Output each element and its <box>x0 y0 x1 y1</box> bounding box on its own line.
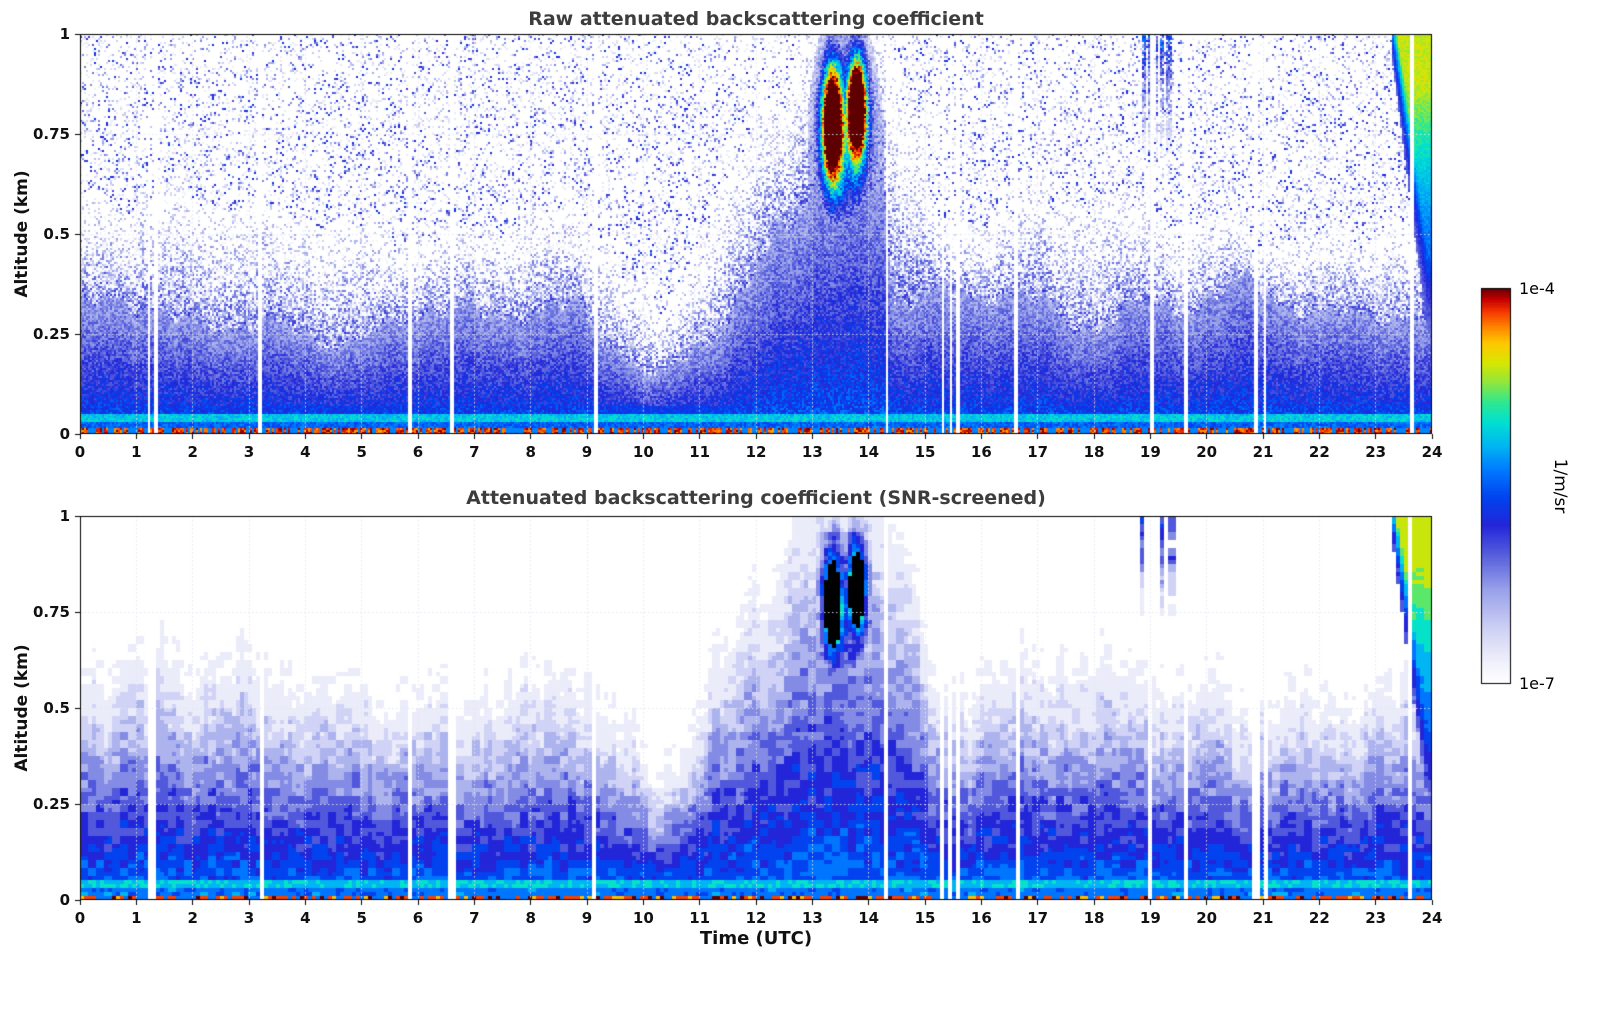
panel1-x-tick-label: 22 <box>1308 443 1330 461</box>
panel2-x-tick-label: 18 <box>1083 909 1105 927</box>
panel2-x-tick-label: 11 <box>689 909 711 927</box>
panel1-x-tick-label: 14 <box>858 443 880 461</box>
panel1-x-tick-label: 6 <box>412 443 424 461</box>
panel1-x-tick-label: 18 <box>1083 443 1105 461</box>
panel2-y-tick-label: 0.25 <box>32 795 70 813</box>
panel1-y-tick-label: 0.25 <box>32 325 70 343</box>
panel2-x-tick-label: 5 <box>356 909 367 927</box>
colorbar-unit-label: 1/m/sr <box>1550 458 1570 514</box>
panel1-x-tick-label: 15 <box>914 443 936 461</box>
panel2-x-tick-label: 19 <box>1139 909 1161 927</box>
panel2-x-tick-label: 15 <box>914 909 936 927</box>
panel1-x-tick-label: 2 <box>187 443 198 461</box>
panel2-x-tick-label: 21 <box>1252 909 1274 927</box>
panel1-x-tick-label: 12 <box>745 443 767 461</box>
panel1-x-tick-label: 3 <box>243 443 255 461</box>
panel2-x-tick-label: 17 <box>1027 909 1049 927</box>
panel1-y-tick-label: 0.5 <box>43 225 70 243</box>
panel2-x-tick-label: 6 <box>412 909 424 927</box>
panel1-x-tick-label: 7 <box>469 443 480 461</box>
panel2-x-tick-label: 1 <box>131 909 142 927</box>
panel1-x-tick-label: 16 <box>970 443 992 461</box>
panel1-x-tick-label: 1 <box>131 443 142 461</box>
panel2-x-tick-label: 23 <box>1365 909 1387 927</box>
panel1-y-tick-label: 0.75 <box>32 125 70 143</box>
panel1-x-tick-label: 4 <box>300 443 311 461</box>
panel2-x-tick-label: 14 <box>858 909 880 927</box>
panel2-x-tick-label: 0 <box>74 909 86 927</box>
panel2-x-tick-label: 7 <box>469 909 480 927</box>
panel1-x-tick-label: 0 <box>74 443 86 461</box>
panel1-x-tick-label: 21 <box>1252 443 1274 461</box>
panel2-y-tick-label: 1 <box>59 507 70 525</box>
panel2-x-tick-label: 13 <box>801 909 823 927</box>
panel1-x-tick-label: 13 <box>801 443 823 461</box>
panel1-x-tick-label: 23 <box>1365 443 1387 461</box>
panel1-title: Raw attenuated backscattering coefficien… <box>528 8 984 30</box>
panel1-y-tick-label: 0 <box>59 425 70 443</box>
colorbar-max-label: 1e-4 <box>1519 279 1555 298</box>
panel1-x-tick-label: 11 <box>689 443 711 461</box>
panel1-x-tick-label: 17 <box>1027 443 1049 461</box>
panel1-y-tick-label: 1 <box>59 25 70 43</box>
panel2-x-tick-label: 8 <box>525 909 536 927</box>
colorbar-min-label: 1e-7 <box>1519 674 1555 693</box>
panel2-y-tick-label: 0.75 <box>32 603 70 621</box>
panel1-x-tick-label: 9 <box>581 443 593 461</box>
panel2-x-tick-label: 22 <box>1308 909 1330 927</box>
panel2-title: Attenuated backscattering coefficient (S… <box>466 487 1046 509</box>
panel2-y-tick-label: 0 <box>59 891 70 909</box>
panel1-x-tick-label: 24 <box>1421 443 1443 461</box>
panel2-x-tick-label: 10 <box>632 909 654 927</box>
panel2-x-tick-label: 16 <box>970 909 992 927</box>
panel1-x-tick-label: 5 <box>356 443 367 461</box>
panel1-x-tick-label: 8 <box>525 443 536 461</box>
panel1-x-tick-label: 19 <box>1139 443 1161 461</box>
panel1-x-tick-label: 20 <box>1196 443 1218 461</box>
panel2-x-tick-label: 2 <box>187 909 198 927</box>
panel2-x-tick-label: 24 <box>1421 909 1443 927</box>
panel2-x-tick-label: 9 <box>581 909 593 927</box>
panel2-x-tick-label: 20 <box>1196 909 1218 927</box>
panel1-x-tick-label: 10 <box>632 443 654 461</box>
panel2-x-tick-label: 3 <box>243 909 255 927</box>
panel2-x-tick-label: 12 <box>745 909 767 927</box>
panel2-y-tick-label: 0.5 <box>43 699 70 717</box>
panel2-x-tick-label: 4 <box>300 909 311 927</box>
x-axis-label: Time (UTC) <box>699 928 813 949</box>
